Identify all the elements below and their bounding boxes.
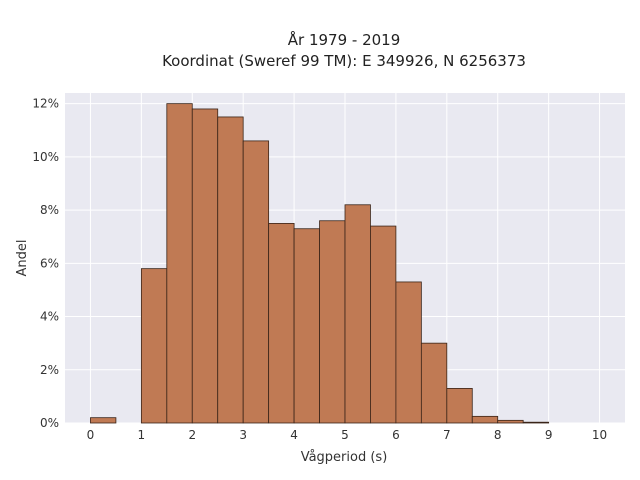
y-tick-label: 0% xyxy=(40,416,59,430)
histogram-bar xyxy=(522,421,550,424)
x-tick-label: 4 xyxy=(290,428,298,442)
histogram-bar xyxy=(140,268,168,424)
histogram-bar xyxy=(471,415,499,424)
x-tick-label: 2 xyxy=(188,428,196,442)
x-tick-label: 8 xyxy=(494,428,502,442)
histogram-bar xyxy=(370,225,397,424)
y-tick-label: 12% xyxy=(32,97,59,111)
histogram-bar xyxy=(319,220,346,424)
histogram-bar xyxy=(293,228,320,424)
x-tick-label: 9 xyxy=(545,428,553,442)
y-tick-label: 6% xyxy=(40,256,59,270)
x-tick-label: 7 xyxy=(443,428,451,442)
x-axis-label: Vågperiod (s) xyxy=(301,450,388,465)
x-tick-label: 0 xyxy=(87,428,95,442)
y-axis-label: Andel xyxy=(15,240,30,277)
histogram-bar xyxy=(191,108,219,424)
histogram-bar xyxy=(242,140,270,424)
x-tick-labels: 0 1 2 3 4 5 6 7 8 9 10 xyxy=(87,428,608,442)
x-tick-label: 10 xyxy=(592,428,607,442)
histogram-bar xyxy=(217,116,244,424)
bars-group xyxy=(90,103,550,424)
x-tick-label: 1 xyxy=(138,428,146,442)
y-tick-label: 2% xyxy=(40,363,59,377)
x-tick-label: 5 xyxy=(341,428,349,442)
y-tick-label: 10% xyxy=(32,150,59,164)
y-tick-labels: 0% 2% 4% 6% 8% 10% 12% xyxy=(32,97,59,430)
y-tick-label: 8% xyxy=(40,203,59,217)
histogram-bar xyxy=(166,103,193,424)
histogram-bar xyxy=(420,342,448,424)
chart-title: År 1979 - 2019 xyxy=(288,30,401,49)
histogram-bar xyxy=(268,223,295,424)
histogram-bar xyxy=(344,204,371,424)
chart-subtitle: Koordinat (Sweref 99 TM): E 349926, N 62… xyxy=(162,52,526,70)
histogram-bar xyxy=(90,417,117,424)
x-tick-label: 3 xyxy=(239,428,247,442)
y-tick-label: 4% xyxy=(40,310,59,324)
histogram-bar xyxy=(497,419,524,424)
histogram-bar xyxy=(395,281,422,424)
x-tick-label: 6 xyxy=(392,428,400,442)
histogram-bar xyxy=(446,388,473,424)
